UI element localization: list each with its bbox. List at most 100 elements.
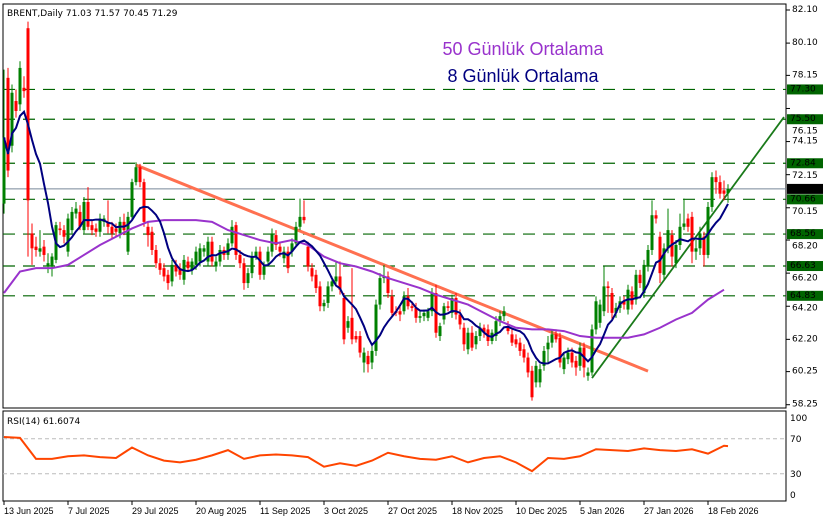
- candle-body: [690, 216, 694, 252]
- price-tick-label: 78.15: [792, 70, 818, 80]
- candle-body: [186, 261, 190, 269]
- candle-body: [194, 251, 198, 265]
- candle-body: [146, 226, 150, 236]
- candle-body: [374, 304, 378, 351]
- date-tick-label: 11 Sep 2025: [260, 506, 310, 516]
- candle-body: [14, 101, 18, 111]
- candle-body: [702, 236, 706, 255]
- level-price-tag: [787, 84, 823, 95]
- candle-body: [454, 297, 458, 315]
- candle-body: [70, 211, 74, 231]
- date-tick-label: 18 Feb 2026: [708, 506, 759, 516]
- candle-body: [310, 268, 314, 277]
- candle-body: [118, 221, 122, 234]
- candle-body: [722, 190, 726, 194]
- candle-body: [666, 230, 670, 249]
- candle-body: [66, 218, 70, 252]
- candle-body: [654, 215, 658, 219]
- candle-body: [238, 254, 242, 264]
- candle-body: [378, 278, 382, 305]
- candle-body: [98, 218, 102, 232]
- candle-body: [446, 306, 450, 308]
- date-tick-label: 5 Jan 2026: [580, 506, 625, 516]
- level-price-label: 66.63: [790, 261, 816, 271]
- current-price-tag: [787, 183, 823, 194]
- candle-body: [74, 208, 78, 214]
- candle-body: [578, 347, 582, 366]
- candle-body: [662, 248, 666, 275]
- candle-body: [566, 352, 570, 360]
- candle-body: [682, 223, 686, 227]
- candle-body: [50, 256, 54, 267]
- candle-body: [522, 349, 526, 358]
- candle-body: [78, 211, 82, 227]
- price-tick-label: 58.25: [792, 400, 818, 410]
- date-tick-label: 3 Oct 2025: [324, 506, 368, 516]
- candle-body: [406, 296, 410, 307]
- candle-body: [674, 245, 678, 264]
- candle-body: [214, 261, 218, 267]
- candle-body: [570, 352, 574, 363]
- rsi-tick-label: 70: [790, 435, 802, 445]
- current-price-label: 71.29: [790, 184, 816, 194]
- candle-body: [558, 337, 562, 363]
- date-tick-label: 10 Dec 2025: [516, 506, 567, 516]
- candle-body: [498, 316, 502, 322]
- candle-body: [630, 291, 634, 305]
- candle-body: [106, 221, 110, 227]
- candle-body: [86, 201, 90, 227]
- candle-body: [466, 332, 470, 350]
- price-tick-label: 80.10: [792, 38, 818, 48]
- candle-body: [158, 263, 162, 270]
- candle-body: [342, 297, 346, 340]
- candle-body: [134, 167, 138, 183]
- candle-body: [514, 339, 518, 345]
- candle-body: [38, 248, 42, 252]
- candle-body: [266, 251, 270, 262]
- candle-body: [130, 182, 134, 217]
- candle-body: [614, 307, 618, 313]
- candle-body: [290, 243, 294, 252]
- candle-body: [246, 273, 250, 284]
- candle-body: [414, 307, 418, 318]
- candle-body: [262, 266, 266, 275]
- candle-body: [322, 302, 326, 307]
- candle-body: [526, 357, 530, 373]
- date-tick-label: 20 Aug 2025: [196, 506, 247, 516]
- level-price-tag: [787, 229, 823, 240]
- candle-body: [34, 246, 38, 250]
- candle-body: [602, 286, 606, 312]
- candle-body: [518, 342, 522, 351]
- candle-body: [334, 276, 338, 282]
- price-tick-label: 70.15: [792, 207, 818, 217]
- ma8-line: [3, 109, 729, 365]
- candle-body: [554, 334, 558, 340]
- candle-body: [62, 230, 66, 237]
- candle-body: [286, 251, 290, 269]
- candle-body: [254, 251, 258, 257]
- level-price-tag: [787, 261, 823, 272]
- candle-body: [506, 326, 510, 332]
- date-tick-label: 29 Jul 2025: [132, 506, 179, 516]
- candle-body: [458, 314, 462, 325]
- candle-body: [442, 306, 446, 320]
- candle-body: [402, 296, 406, 312]
- candle-body: [678, 226, 682, 246]
- candle-body: [534, 365, 538, 383]
- candle-body: [530, 370, 534, 398]
- candle-body: [634, 274, 638, 300]
- candle-body: [26, 28, 30, 201]
- candle-body: [150, 231, 154, 250]
- rsi-tick-label: 100: [790, 414, 807, 424]
- candle-body: [90, 225, 94, 231]
- candle-body: [114, 228, 118, 232]
- candle-body: [698, 233, 702, 249]
- candle-body: [646, 249, 650, 267]
- candle-body: [18, 67, 22, 105]
- candle-body: [198, 248, 202, 262]
- candle-body: [462, 327, 466, 345]
- candle-body: [474, 336, 478, 345]
- candle-body: [386, 276, 390, 294]
- candle-body: [426, 311, 430, 318]
